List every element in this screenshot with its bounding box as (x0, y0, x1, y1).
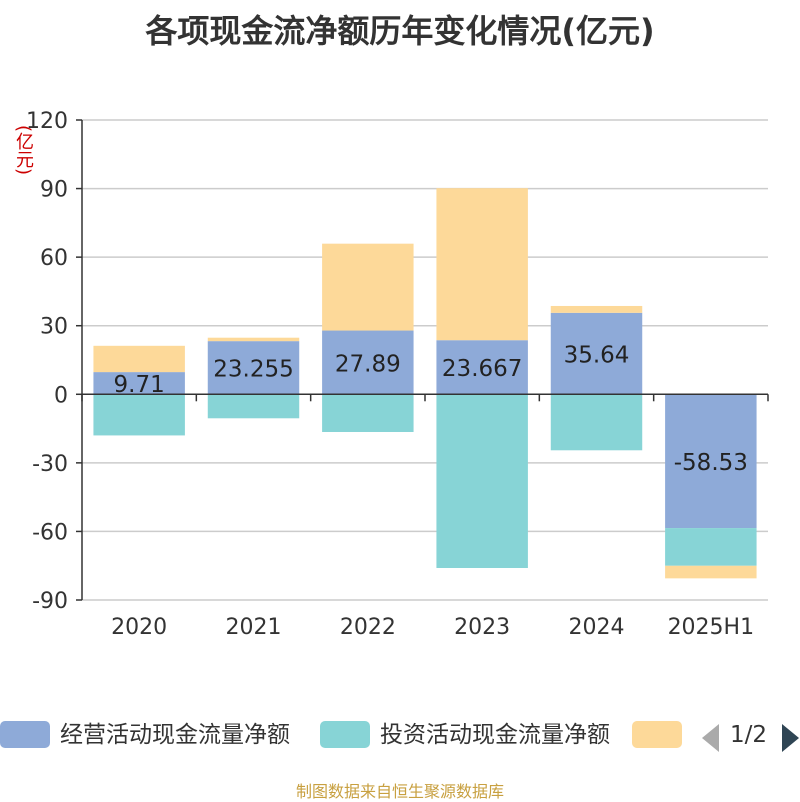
legend-page-indicator: 1/2 (730, 722, 768, 748)
bar-2024-series-2 (550, 305, 643, 313)
y-tick-label: 0 (54, 383, 68, 408)
y-tick-label: -30 (32, 452, 68, 477)
bar-2025H1-series-1 (665, 528, 757, 566)
x-tick-label-2022: 2022 (340, 615, 396, 640)
y-tick-label: -90 (32, 589, 68, 614)
x-tick-label-2020: 2020 (111, 615, 167, 640)
y-tick-label: 90 (40, 178, 68, 203)
bar-2022-series-0 (322, 330, 414, 395)
bar-2021-series-2 (207, 337, 300, 342)
bar-2021-series-1 (207, 394, 300, 419)
y-tick-label: 30 (40, 315, 68, 340)
x-tick-label-2023: 2023 (454, 615, 510, 640)
legend-label-operating: 经营活动现金流量净额 (60, 722, 290, 748)
legend: 经营活动现金流量净额 投资活动现金流量净额 1/2 (0, 712, 800, 756)
legend-swatch-third (632, 721, 682, 748)
chart-title: 各项现金流净额历年变化情况(亿元) (145, 12, 655, 50)
bar-2020-series-0 (93, 372, 185, 395)
legend-label-investing: 投资活动现金流量净额 (380, 722, 610, 748)
bar-2023-series-2 (436, 188, 528, 341)
data-label-2024: 35.64 (564, 343, 630, 369)
bar-2025H1-series-0 (665, 394, 757, 529)
legend-prev-page-icon[interactable] (702, 724, 719, 752)
y-axis-unit-label: (亿元) (13, 124, 34, 176)
bar-2024-series-1 (550, 394, 643, 451)
data-label-2023: 23.667 (442, 356, 522, 382)
x-tick-label-2025H1: 2025H1 (668, 615, 755, 640)
y-tick-label: 60 (40, 246, 68, 271)
legend-swatch-operating (0, 721, 50, 748)
legend-next-page-icon[interactable] (782, 724, 799, 752)
x-tick-label-2021: 2021 (226, 615, 282, 640)
bar-2024-series-0 (550, 312, 643, 395)
y-tick-label: 120 (26, 109, 68, 134)
y-tick-label: -60 (32, 520, 68, 545)
data-label-2021: 23.255 (213, 357, 293, 383)
stacked-bar-chart: -90-60-3003060901209.71202023.255202127.… (26, 109, 769, 640)
bar-2022-series-1 (322, 394, 414, 432)
data-label-2022: 27.89 (335, 351, 401, 377)
bar-2020-series-2 (93, 345, 185, 373)
x-tick-label-2024: 2024 (569, 615, 625, 640)
bar-2022-series-2 (322, 243, 414, 331)
bar-2021-series-0 (207, 341, 300, 395)
data-label-2025H1: -58.53 (674, 450, 748, 476)
bar-2023-series-1 (436, 394, 528, 568)
legend-swatch-investing (320, 721, 370, 748)
data-source-note: 制图数据来自恒生聚源数据库 (295, 782, 504, 801)
bar-2023-series-0 (436, 340, 528, 395)
bar-2020-series-1 (93, 394, 185, 436)
bar-2025H1-series-2 (665, 565, 757, 579)
